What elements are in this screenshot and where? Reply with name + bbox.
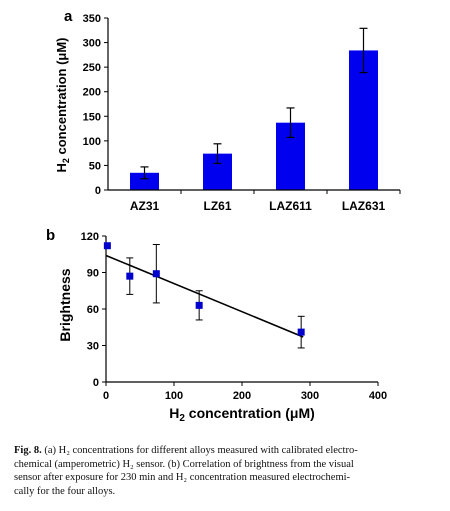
- panel-b-x-tick-label: 200: [233, 390, 251, 402]
- panel-b-y-tick-label: 60: [87, 304, 99, 316]
- panel-a-y-tick-label: 250: [83, 62, 101, 74]
- panel-b: b 0 30 60 90 120 0 100 200 300 400 Brightness H2…: [46, 227, 387, 424]
- caption-line-3: sensor after exposure for 230 min and H₂…: [14, 472, 351, 483]
- panel-b-x-ticks: 0 100 200 300 400: [103, 382, 387, 402]
- panel-a-categories: AZ31 LZ61 LAZ611 LAZ631: [130, 199, 386, 213]
- panel-b-point: [195, 301, 203, 309]
- panel-b-y-tick-label: 90: [87, 268, 99, 280]
- panel-a-category-label: LAZ631: [342, 199, 386, 213]
- caption-line-1: (a) H₂ concentrations for different allo…: [41, 445, 358, 456]
- panel-b-y-tick-label: 120: [81, 231, 99, 243]
- panel-a-category-label: LAZ611: [269, 199, 312, 213]
- panel-b-trendline-line: [105, 254, 304, 338]
- panel-b-x-tick-label: 100: [165, 390, 183, 402]
- panel-a-y-tick-label: 50: [89, 160, 101, 172]
- panel-a-y-tick-label: 300: [83, 38, 101, 50]
- panel-b-points: [103, 242, 305, 349]
- panel-a-y-tick-label: 150: [83, 111, 101, 123]
- panel-a-y-tick-label: 350: [83, 13, 101, 25]
- panel-b-y-axis-title: Brightness: [57, 268, 73, 341]
- caption-line-4: cally for the four alloys.: [14, 485, 116, 497]
- caption-line-2: chemical (amperometric) H₂ sensor. (b) C…: [14, 458, 354, 470]
- panel-a-y-tick-label: 100: [83, 136, 101, 148]
- panel-a-y-axis-title: H2 concentration (μM): [54, 37, 71, 172]
- panel-a-y-ticks: 0 50 100 150 200 250 300 350: [83, 13, 108, 197]
- panel-a-bar: [130, 172, 159, 190]
- panel-b-x-tick-label: 400: [369, 390, 387, 402]
- caption-label: Fig. 8.: [14, 445, 42, 456]
- figure-caption: Fig. 8. (a) H₂ concentrations for differ…: [14, 444, 438, 498]
- panel-b-point: [103, 242, 111, 250]
- panel-b-y-tick-label: 30: [87, 341, 99, 353]
- panel-b-y-tick-label: 0: [93, 377, 99, 389]
- panel-b-trendline: [105, 254, 304, 338]
- panel-a: a 0 50 100 150 200 250 300 350 AZ31 LZ61 LAZ611 LA…: [54, 8, 401, 213]
- panel-b-label: b: [46, 227, 55, 244]
- panel-a-label: a: [64, 8, 73, 25]
- panel-a-y-tick-label: 200: [83, 87, 101, 99]
- panel-a-bar: [349, 50, 378, 191]
- panel-a-bars: [130, 27, 401, 194]
- panel-a-category-label: AZ31: [130, 199, 160, 213]
- panel-a-y-tick-label: 0: [95, 185, 101, 197]
- panel-b-x-tick-label: 300: [301, 390, 319, 402]
- panel-a-category-label: LZ61: [203, 199, 231, 213]
- panel-b-x-tick-label: 0: [103, 390, 109, 402]
- panel-b-y-ticks: 0 30 60 90 120: [81, 231, 106, 389]
- panel-b-point: [297, 328, 305, 336]
- panel-b-x-axis-title: H2 concentration (μM): [169, 405, 315, 424]
- panel-b-point: [126, 272, 134, 280]
- panel-b-point: [152, 270, 160, 278]
